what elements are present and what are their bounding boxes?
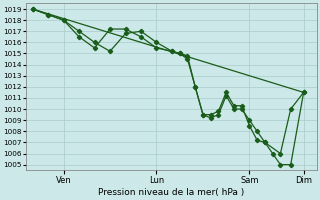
X-axis label: Pression niveau de la mer( hPa ): Pression niveau de la mer( hPa ) [98, 188, 244, 197]
